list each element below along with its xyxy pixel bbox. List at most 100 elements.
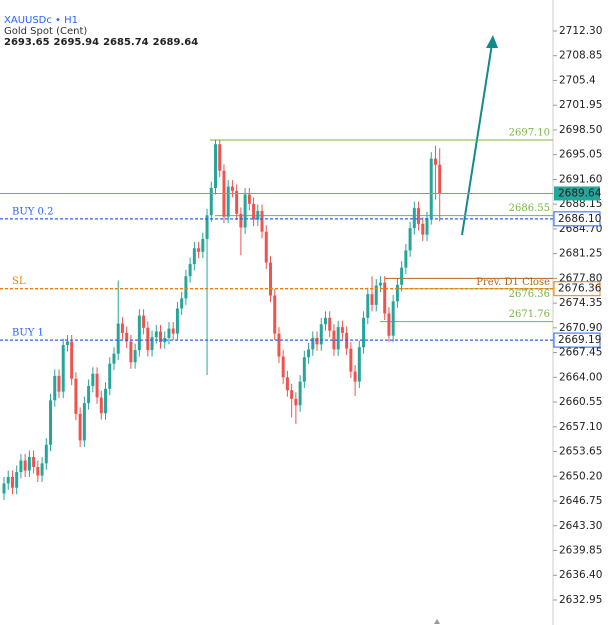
- y-tick-label: 2670.90: [559, 322, 602, 334]
- candle-body: [159, 331, 163, 343]
- candle-body: [167, 328, 171, 338]
- order-price-box: [553, 281, 601, 297]
- order-price-box: [553, 332, 601, 348]
- ohlc-value: 2689.64: [153, 37, 199, 48]
- candle-body: [6, 476, 10, 484]
- candle-body: [281, 356, 285, 378]
- candle-body: [218, 144, 222, 171]
- y-tick-label: 2636.40: [559, 569, 602, 581]
- candle-body: [65, 341, 69, 346]
- candle-body: [125, 332, 129, 342]
- candle-body: [32, 456, 36, 467]
- candle-body: [36, 466, 40, 476]
- candle-body: [277, 333, 281, 357]
- candle-body: [260, 210, 264, 232]
- symbol: XAUUSDc • H1: [4, 15, 78, 26]
- candle-body: [197, 248, 201, 252]
- candle-body: [395, 284, 399, 302]
- y-tick-label: 2646.75: [559, 495, 602, 507]
- order-price-label: 2686.10: [558, 213, 601, 225]
- candle-body: [336, 327, 340, 350]
- candle-body: [57, 375, 61, 392]
- candle-body: [323, 317, 327, 325]
- candle-body: [391, 301, 395, 336]
- candle-body: [378, 282, 382, 286]
- candle-body: [235, 190, 239, 214]
- order-name: BUY 0.2: [12, 206, 53, 217]
- candle-body: [87, 385, 91, 404]
- y-tick-label: 2712.30: [559, 25, 602, 37]
- candle-body: [349, 348, 353, 372]
- candle-body: [112, 353, 116, 364]
- candle-body: [104, 388, 108, 414]
- level-label: 2676.36: [509, 289, 550, 300]
- candle-body: [192, 248, 196, 265]
- y-tick-label: 2643.30: [559, 520, 602, 532]
- candle-body: [180, 298, 184, 309]
- candle-body: [408, 228, 412, 251]
- candle-body: [302, 357, 306, 382]
- candle-body: [374, 285, 378, 305]
- candle-body: [61, 345, 65, 392]
- candle-body: [2, 483, 6, 494]
- y-tick-label: 2660.55: [559, 396, 602, 408]
- order-price-box: [553, 211, 601, 227]
- candle-body: [362, 317, 366, 348]
- candle-body: [328, 317, 332, 331]
- y-tick-label: 2639.85: [559, 544, 602, 556]
- candle-body: [387, 313, 391, 336]
- candle-body: [247, 194, 251, 204]
- candle-body: [171, 328, 175, 334]
- candle-body: [366, 294, 370, 318]
- y-tick-label: 2657.10: [559, 421, 602, 433]
- candle-body: [370, 294, 374, 305]
- candle-body: [425, 218, 429, 235]
- candle-body: [273, 295, 277, 334]
- candle-body: [184, 276, 188, 299]
- candle-body: [209, 188, 213, 216]
- scroll-marker: [434, 619, 440, 624]
- y-tick-label: 2698.50: [559, 124, 602, 136]
- ohlc-values: 2693.65 2695.94 2685.74 2689.64: [4, 37, 198, 48]
- candle-body: [142, 315, 146, 328]
- candle-body: [239, 213, 243, 228]
- order-price-label: 2676.36: [558, 283, 602, 295]
- last-price-label: 2689.64: [558, 187, 602, 199]
- candle-body: [438, 164, 442, 194]
- y-tick-label: 2632.95: [559, 594, 602, 606]
- candle-body: [15, 471, 19, 488]
- candle-body: [163, 337, 167, 343]
- y-tick-label: 2691.60: [559, 173, 602, 185]
- candle-body: [53, 375, 57, 401]
- ohlc-value: 2685.74: [103, 37, 149, 48]
- candle-body: [332, 330, 336, 350]
- candle-body: [383, 282, 387, 314]
- candle-body: [44, 444, 48, 464]
- candle-body: [417, 208, 421, 224]
- y-tick-label: 2664.00: [559, 371, 602, 383]
- candle-body: [268, 262, 272, 296]
- y-tick-label: 2705.4: [559, 74, 596, 86]
- candle-body: [264, 231, 268, 263]
- candle-body: [116, 323, 120, 354]
- candle-body: [99, 397, 103, 414]
- candle-body: [19, 460, 23, 472]
- candle-body: [91, 373, 95, 386]
- candle-body: [433, 158, 437, 165]
- candle-body: [357, 347, 361, 382]
- candle-body: [120, 323, 124, 333]
- candle-body: [137, 315, 141, 351]
- y-tick-label: 2681.25: [559, 248, 602, 260]
- y-tick-label: 2708.85: [559, 50, 602, 62]
- candle-body: [108, 363, 112, 389]
- candle-body: [201, 238, 205, 252]
- candle-body: [285, 377, 289, 391]
- candle-body: [256, 210, 260, 220]
- candle-body: [294, 398, 298, 406]
- y-tick-label: 2701.95: [559, 99, 602, 111]
- candle-body: [10, 476, 14, 488]
- level-name: Prev. D1 Close: [476, 277, 550, 288]
- y-tick-label: 2650.20: [559, 470, 602, 482]
- order-price-label: 2669.19: [558, 334, 601, 346]
